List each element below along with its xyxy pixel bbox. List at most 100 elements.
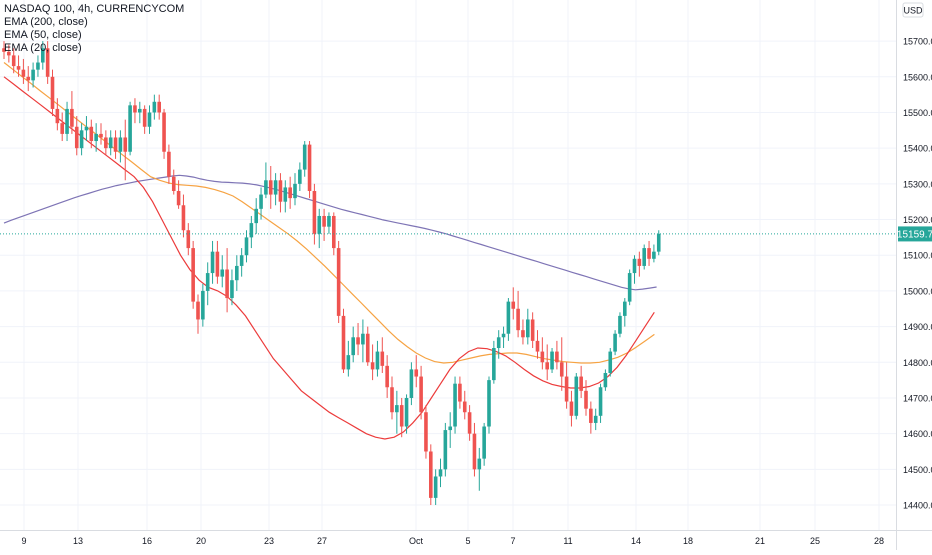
candle-body	[322, 215, 326, 227]
price-tick-label: 14500.0	[903, 465, 932, 475]
time-tick-label: 25	[810, 536, 820, 546]
price-tick-label: 15100.0	[903, 251, 932, 261]
candle-body	[244, 237, 249, 256]
candle-body	[429, 451, 433, 498]
legend-ema200[interactable]: EMA (200, close)	[4, 16, 88, 28]
price-tick-label: 14800.0	[903, 358, 932, 368]
candle-body	[113, 137, 118, 152]
candle-body	[307, 144, 312, 191]
time-tick-label: 20	[196, 536, 206, 546]
candle-body	[433, 476, 438, 498]
candle-body	[268, 180, 273, 195]
candle-body	[84, 126, 89, 131]
candle-body	[448, 426, 452, 431]
candle-body	[501, 333, 506, 338]
candle-body	[230, 280, 234, 299]
candle-body	[196, 301, 200, 320]
candle-body	[569, 401, 574, 416]
candle-body	[133, 105, 137, 113]
candle-body	[89, 126, 94, 142]
price-tick-label: 15700.0	[903, 37, 932, 47]
candle-body	[521, 330, 525, 338]
candle-body	[99, 133, 103, 138]
candle-body	[477, 458, 482, 470]
candle-body	[171, 176, 176, 191]
candle-body	[79, 130, 84, 149]
candle-body	[201, 290, 205, 320]
candle-body	[593, 415, 598, 423]
candle-body	[249, 223, 254, 238]
candle-body	[278, 180, 283, 202]
candle-body	[55, 108, 60, 124]
candle-body	[317, 215, 322, 234]
candle-body	[302, 144, 307, 170]
time-axis: 9 13 16 20 23 27 Oct 5 7 11 14 18 21 25 28	[21, 536, 884, 546]
candle-body	[564, 376, 569, 402]
candle-body	[535, 340, 540, 352]
candle-body	[511, 301, 516, 309]
candle-body	[167, 151, 171, 177]
candle-body	[632, 258, 637, 274]
candle-body	[603, 372, 608, 388]
candle-body	[41, 48, 45, 63]
candle-body	[142, 108, 147, 127]
time-tick-label: Oct	[409, 536, 424, 546]
candle-body	[351, 337, 355, 356]
candle-body	[395, 405, 399, 413]
price-tick-label: 15600.0	[903, 72, 932, 82]
candle-body	[627, 273, 632, 302]
candle-body	[7, 51, 11, 56]
candle-body	[550, 351, 554, 370]
time-tick-label: 18	[683, 536, 693, 546]
candle-body	[94, 133, 98, 142]
candle-body	[162, 112, 166, 152]
candle-body	[147, 112, 152, 127]
candle-body	[390, 387, 394, 413]
candle-body	[186, 230, 191, 249]
candle-body	[453, 383, 457, 427]
candle-body	[65, 108, 69, 134]
legend-symbol[interactable]: NASDAQ 100, 4h, CURRENCYCOM	[4, 3, 185, 15]
candle-body	[472, 433, 477, 470]
candle-body	[176, 190, 181, 206]
candle-body	[496, 337, 501, 349]
time-tick-label: 16	[142, 536, 152, 546]
candle-body	[11, 55, 16, 67]
candle-body	[618, 315, 622, 334]
candle-body	[414, 369, 419, 377]
legend-ema50[interactable]: EMA (50, close)	[4, 29, 82, 41]
candle-body	[283, 187, 288, 202]
candle-body	[487, 380, 491, 427]
legend-ema20[interactable]: EMA (20, close)	[4, 42, 82, 54]
currency-badge[interactable]: USD	[902, 2, 924, 18]
candle-body	[361, 333, 365, 345]
candle-body	[191, 248, 195, 302]
candle-body	[375, 351, 380, 370]
candle-body	[545, 362, 549, 370]
ema200-line	[3, 174, 657, 291]
candle-body	[45, 48, 50, 77]
candle-body	[74, 126, 79, 149]
candle-body	[312, 190, 317, 234]
price-tick-label: 14400.0	[903, 501, 932, 511]
ema20-line	[3, 76, 655, 440]
candle-body	[2, 48, 6, 52]
candle-body	[380, 351, 385, 366]
candle-body	[138, 108, 142, 113]
candle-body	[647, 248, 651, 259]
candle-body	[273, 180, 278, 195]
candle-body	[516, 308, 520, 331]
candle-body	[152, 101, 157, 113]
candle-body	[370, 362, 375, 370]
candle-body	[637, 258, 642, 266]
candle-body	[492, 348, 496, 381]
candle-body	[210, 251, 215, 274]
candle-body	[623, 301, 627, 316]
candle-body	[26, 76, 31, 81]
price-tick-label: 15500.0	[903, 108, 932, 118]
candle-body	[482, 426, 486, 459]
candle-body	[598, 387, 603, 416]
candle-body	[225, 269, 229, 299]
